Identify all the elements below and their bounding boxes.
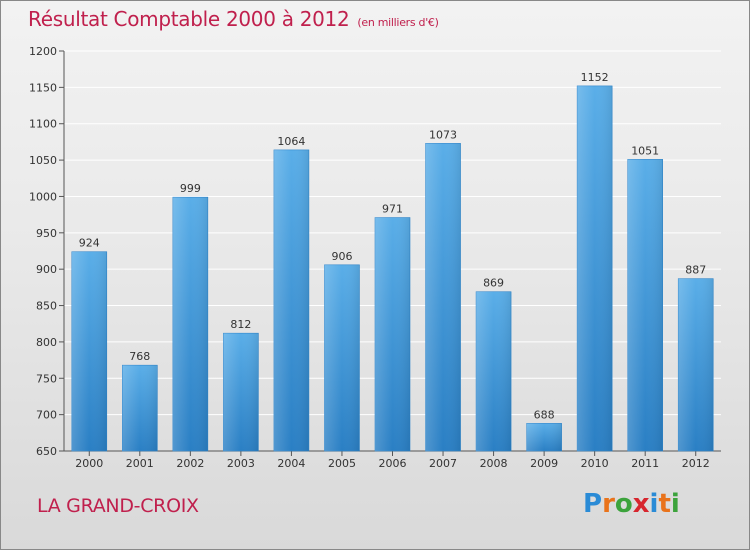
bar-shine (71, 251, 107, 451)
bar-shine (476, 291, 512, 451)
data-label: 1073 (429, 128, 457, 141)
y-tick-label: 1000 (29, 190, 57, 203)
bar-shine (223, 333, 259, 451)
y-tick-label: 850 (36, 300, 57, 313)
x-tick-label: 2009 (530, 457, 558, 470)
bar-shine (425, 143, 461, 451)
y-tick-label: 950 (36, 227, 57, 240)
logo-letter: i (649, 489, 659, 519)
x-tick-label: 2004 (277, 457, 305, 470)
x-tick-label: 2010 (581, 457, 609, 470)
bar-shine (526, 423, 562, 451)
y-tick-label: 650 (36, 445, 57, 458)
y-tick-label: 1200 (29, 45, 57, 58)
x-tick-label: 2000 (75, 457, 103, 470)
y-tick-label: 750 (36, 372, 57, 385)
data-label: 1152 (581, 71, 609, 84)
logo-letter: o (614, 489, 633, 519)
logo-letter: x (632, 489, 650, 519)
logo-letter: r (602, 489, 615, 519)
chart-title-block: Résultat Comptable 2000 à 2012 (en millie… (28, 7, 439, 31)
y-tick-label: 700 (36, 409, 57, 422)
bar-shine (678, 278, 714, 451)
y-tick-label: 1100 (29, 118, 57, 131)
x-tick-label: 2001 (126, 457, 154, 470)
chart-subtitle: (en milliers d'€) (357, 16, 439, 29)
logo-letter: t (658, 489, 671, 519)
data-label: 1064 (277, 135, 305, 148)
x-tick-label: 2003 (227, 457, 255, 470)
x-tick-label: 2002 (176, 457, 204, 470)
logo-letter: P (583, 489, 603, 519)
data-label: 924 (79, 237, 100, 250)
x-tick-label: 2012 (682, 457, 710, 470)
logo-letter: i (670, 489, 680, 519)
bar-shine (627, 159, 663, 451)
data-label: 768 (129, 350, 150, 363)
data-label: 887 (685, 264, 706, 277)
y-tick-label: 1150 (29, 81, 57, 94)
y-tick-label: 900 (36, 263, 57, 276)
x-tick-label: 2011 (631, 457, 659, 470)
data-label: 971 (382, 203, 403, 216)
x-tick-label: 2006 (379, 457, 407, 470)
proxiti-logo: Proxiti (583, 489, 680, 519)
y-tick-label: 800 (36, 336, 57, 349)
data-label: 688 (534, 408, 555, 421)
data-label: 1051 (631, 144, 659, 157)
x-tick-label: 2005 (328, 457, 356, 470)
chart-title: Résultat Comptable 2000 à 2012 (28, 7, 350, 31)
x-tick-label: 2007 (429, 457, 457, 470)
bar-shine (273, 149, 309, 451)
bar-shine (577, 85, 613, 451)
bar-shine (172, 197, 208, 451)
data-label: 869 (483, 277, 504, 290)
bar-shine (324, 264, 360, 451)
location-label: LA GRAND-CROIX (37, 495, 199, 517)
y-tick-label: 1050 (29, 154, 57, 167)
data-label: 999 (180, 182, 201, 195)
bars (71, 85, 714, 452)
x-tick-label: 2008 (480, 457, 508, 470)
data-label: 812 (230, 318, 251, 331)
data-label: 906 (331, 250, 352, 263)
bar-shine (375, 217, 410, 451)
data-labels: 924 768 999 812 1064 906 971 1073 869 688 1152 1051… (79, 71, 706, 421)
bar-shine (122, 365, 158, 451)
